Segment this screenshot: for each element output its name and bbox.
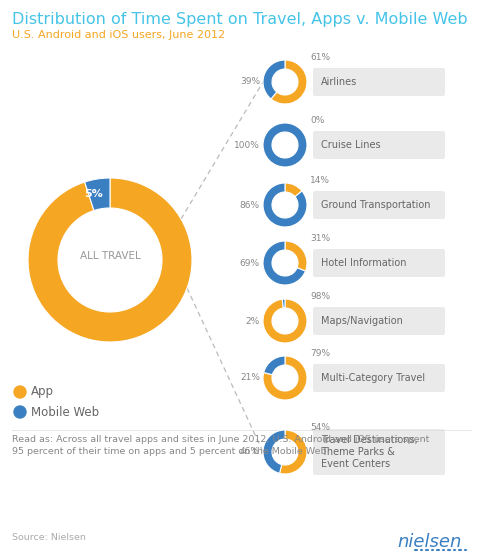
Text: 69%: 69%: [240, 259, 260, 268]
Text: 39%: 39%: [240, 77, 260, 86]
Wedge shape: [264, 356, 285, 375]
Wedge shape: [271, 60, 307, 104]
FancyBboxPatch shape: [313, 191, 445, 219]
Wedge shape: [28, 178, 192, 342]
Wedge shape: [263, 241, 305, 285]
Text: 61%: 61%: [310, 53, 330, 62]
Text: nielsen: nielsen: [398, 533, 462, 551]
Text: 31%: 31%: [310, 234, 330, 243]
Text: 0%: 0%: [310, 116, 325, 125]
Circle shape: [14, 406, 26, 418]
Text: ALL TRAVEL: ALL TRAVEL: [80, 251, 141, 261]
Text: Read as: Across all travel apps and sites in June 2012, U.S. Android and iOS use: Read as: Across all travel apps and site…: [12, 435, 429, 456]
FancyBboxPatch shape: [313, 68, 445, 96]
Text: App: App: [31, 385, 54, 399]
Text: Source: Nielsen: Source: Nielsen: [12, 534, 86, 543]
FancyBboxPatch shape: [313, 364, 445, 392]
Wedge shape: [263, 60, 285, 99]
FancyBboxPatch shape: [313, 131, 445, 159]
Wedge shape: [285, 183, 302, 197]
Text: 5%: 5%: [84, 189, 103, 199]
Wedge shape: [85, 178, 110, 211]
Text: U.S. Android and iOS users, June 2012: U.S. Android and iOS users, June 2012: [12, 30, 225, 40]
Text: 2%: 2%: [246, 316, 260, 325]
Text: 14%: 14%: [310, 176, 330, 185]
Text: Distribution of Time Spent on Travel, Apps v. Mobile Web: Distribution of Time Spent on Travel, Ap…: [12, 12, 468, 27]
Text: 46%: 46%: [240, 447, 260, 456]
Text: Ground Transportation: Ground Transportation: [321, 200, 430, 210]
Circle shape: [14, 386, 26, 398]
Wedge shape: [280, 430, 307, 474]
Text: 54%: 54%: [310, 423, 330, 432]
Text: 21%: 21%: [240, 374, 260, 382]
Wedge shape: [263, 183, 307, 227]
Wedge shape: [263, 430, 285, 473]
Text: 95%: 95%: [93, 298, 127, 312]
Text: 79%: 79%: [310, 349, 330, 358]
Text: 86%: 86%: [240, 200, 260, 209]
Wedge shape: [263, 356, 307, 400]
FancyBboxPatch shape: [313, 307, 445, 335]
FancyBboxPatch shape: [313, 429, 445, 475]
Wedge shape: [285, 241, 307, 271]
Text: Multi-Category Travel: Multi-Category Travel: [321, 373, 425, 383]
Wedge shape: [282, 299, 285, 308]
Text: 100%: 100%: [234, 141, 260, 150]
Text: Hotel Information: Hotel Information: [321, 258, 407, 268]
Wedge shape: [263, 123, 307, 167]
Wedge shape: [263, 299, 307, 343]
Text: Cruise Lines: Cruise Lines: [321, 140, 381, 150]
Text: 98%: 98%: [310, 292, 330, 301]
Text: Maps/Navigation: Maps/Navigation: [321, 316, 403, 326]
Text: Travel Destinations,
Theme Parks &
Event Centers: Travel Destinations, Theme Parks & Event…: [321, 435, 418, 469]
FancyBboxPatch shape: [313, 249, 445, 277]
Text: Mobile Web: Mobile Web: [31, 405, 99, 418]
Text: Airlines: Airlines: [321, 77, 357, 87]
